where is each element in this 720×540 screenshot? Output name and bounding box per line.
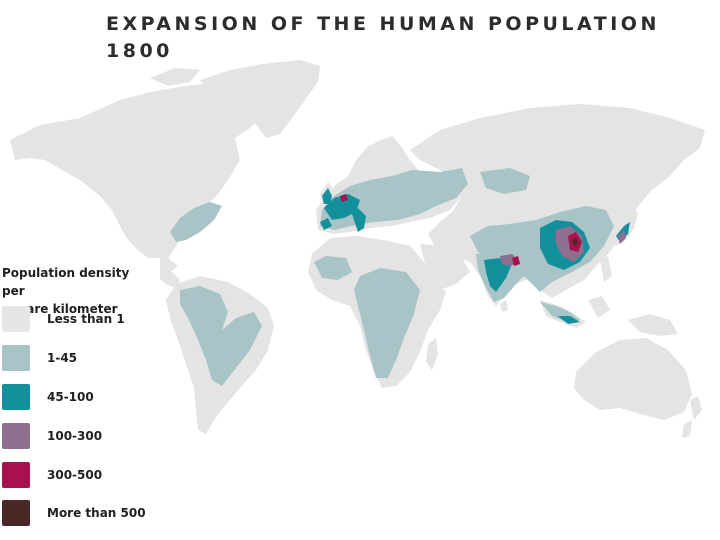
australia-landmass: [574, 338, 692, 420]
java-density-45-100: [558, 316, 580, 324]
legend-swatch: [2, 345, 30, 371]
legend-item: 300-500: [2, 461, 102, 489]
iberia-density-45-100: [320, 218, 332, 230]
legend-item: More than 500: [2, 499, 146, 527]
western-europe-density-45-100: [324, 194, 360, 220]
legend-label: 300-500: [47, 468, 103, 482]
legend-heading-line2: square kilometer: [2, 302, 118, 316]
map-title: EXPANSION OF THE HUMAN POPULATION: [106, 13, 660, 35]
legend-item: 100-300: [2, 422, 102, 450]
density-over-500-areas: [572, 238, 578, 246]
india-density-45-100: [484, 258, 512, 292]
sri-lanka-landmass: [500, 300, 508, 312]
new-zealand-landmass: [682, 396, 702, 438]
legend-swatch: [2, 500, 30, 526]
legend-swatch: [2, 423, 30, 449]
legend-label: 45-100: [47, 390, 94, 404]
scandinavia-landmass: [360, 136, 404, 182]
north-america-landmass: [10, 82, 270, 272]
new-guinea-landmass: [628, 314, 678, 336]
legend-label: More than 500: [47, 506, 146, 520]
netherlands-density-300-500: [340, 194, 348, 202]
legend-swatch: [2, 384, 30, 410]
arabian-peninsula-landmass: [420, 244, 470, 290]
africa-density-1-45: [354, 268, 420, 378]
legend-label: Less than 1: [47, 312, 125, 326]
british-isles-density-45-100: [322, 188, 332, 204]
density-overlay: [170, 168, 630, 386]
west-africa-density-1-45: [314, 256, 352, 280]
legend-swatch: [2, 462, 30, 488]
arctic-islands-landmass: [150, 68, 258, 120]
central-asia-density-1-45: [480, 168, 530, 194]
legend-swatch: [2, 306, 30, 332]
greenland-landmass: [200, 60, 320, 138]
bengal-density-300-500: [512, 256, 520, 266]
china-density-over-500: [572, 238, 578, 246]
legend-item: 45-100: [2, 383, 94, 411]
legend-item: 1-45: [2, 344, 77, 372]
map-year: 1800: [106, 40, 173, 62]
eastern-north-america-density-1-45: [170, 202, 222, 242]
legend-item: Less than 1: [2, 305, 125, 333]
south-america-density-1-45: [180, 286, 262, 386]
legend-heading: Population density per square kilometer: [2, 264, 152, 318]
italy-density-45-100: [352, 208, 366, 232]
madagascar-landmass: [426, 338, 438, 370]
legend-label: 1-45: [47, 351, 78, 365]
legend-heading-line1: Population density per: [2, 266, 130, 298]
legend-label: 100-300: [47, 429, 103, 443]
japan-density-100-300: [618, 230, 626, 244]
